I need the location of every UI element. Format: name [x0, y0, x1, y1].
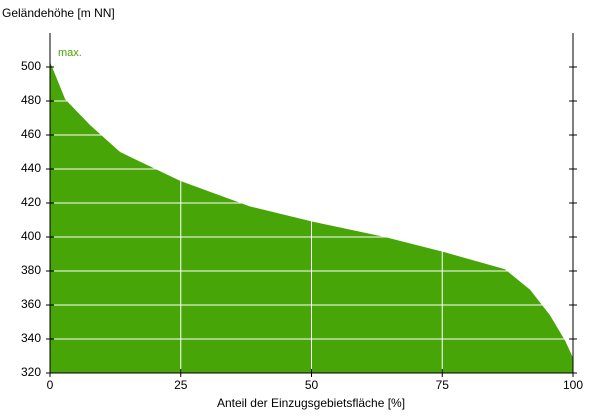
annotation: max.: [58, 47, 82, 59]
x-axis-label: Anteil der Einzugsgebietsfläche [%]: [217, 396, 405, 410]
y-tick-label: 320: [21, 365, 41, 379]
x-tick-label: 0: [47, 378, 54, 392]
y-tick-label: 500: [21, 59, 41, 73]
x-tick-label: 100: [563, 378, 583, 392]
x-tick-label: 75: [436, 378, 450, 392]
y-tick-label: 460: [21, 127, 41, 141]
y-tick-label: 360: [21, 297, 41, 311]
y-tick-label: 420: [21, 195, 41, 209]
x-tick-label: 25: [174, 378, 188, 392]
y-axis-label: Geländehöhe [m NN]: [2, 6, 115, 20]
y-tick-label: 480: [21, 93, 41, 107]
y-tick-label: 400: [21, 229, 41, 243]
y-tick-label: 380: [21, 263, 41, 277]
x-tick-label: 50: [305, 378, 319, 392]
y-tick-label: 440: [21, 161, 41, 175]
y-tick-label: 340: [21, 331, 41, 345]
